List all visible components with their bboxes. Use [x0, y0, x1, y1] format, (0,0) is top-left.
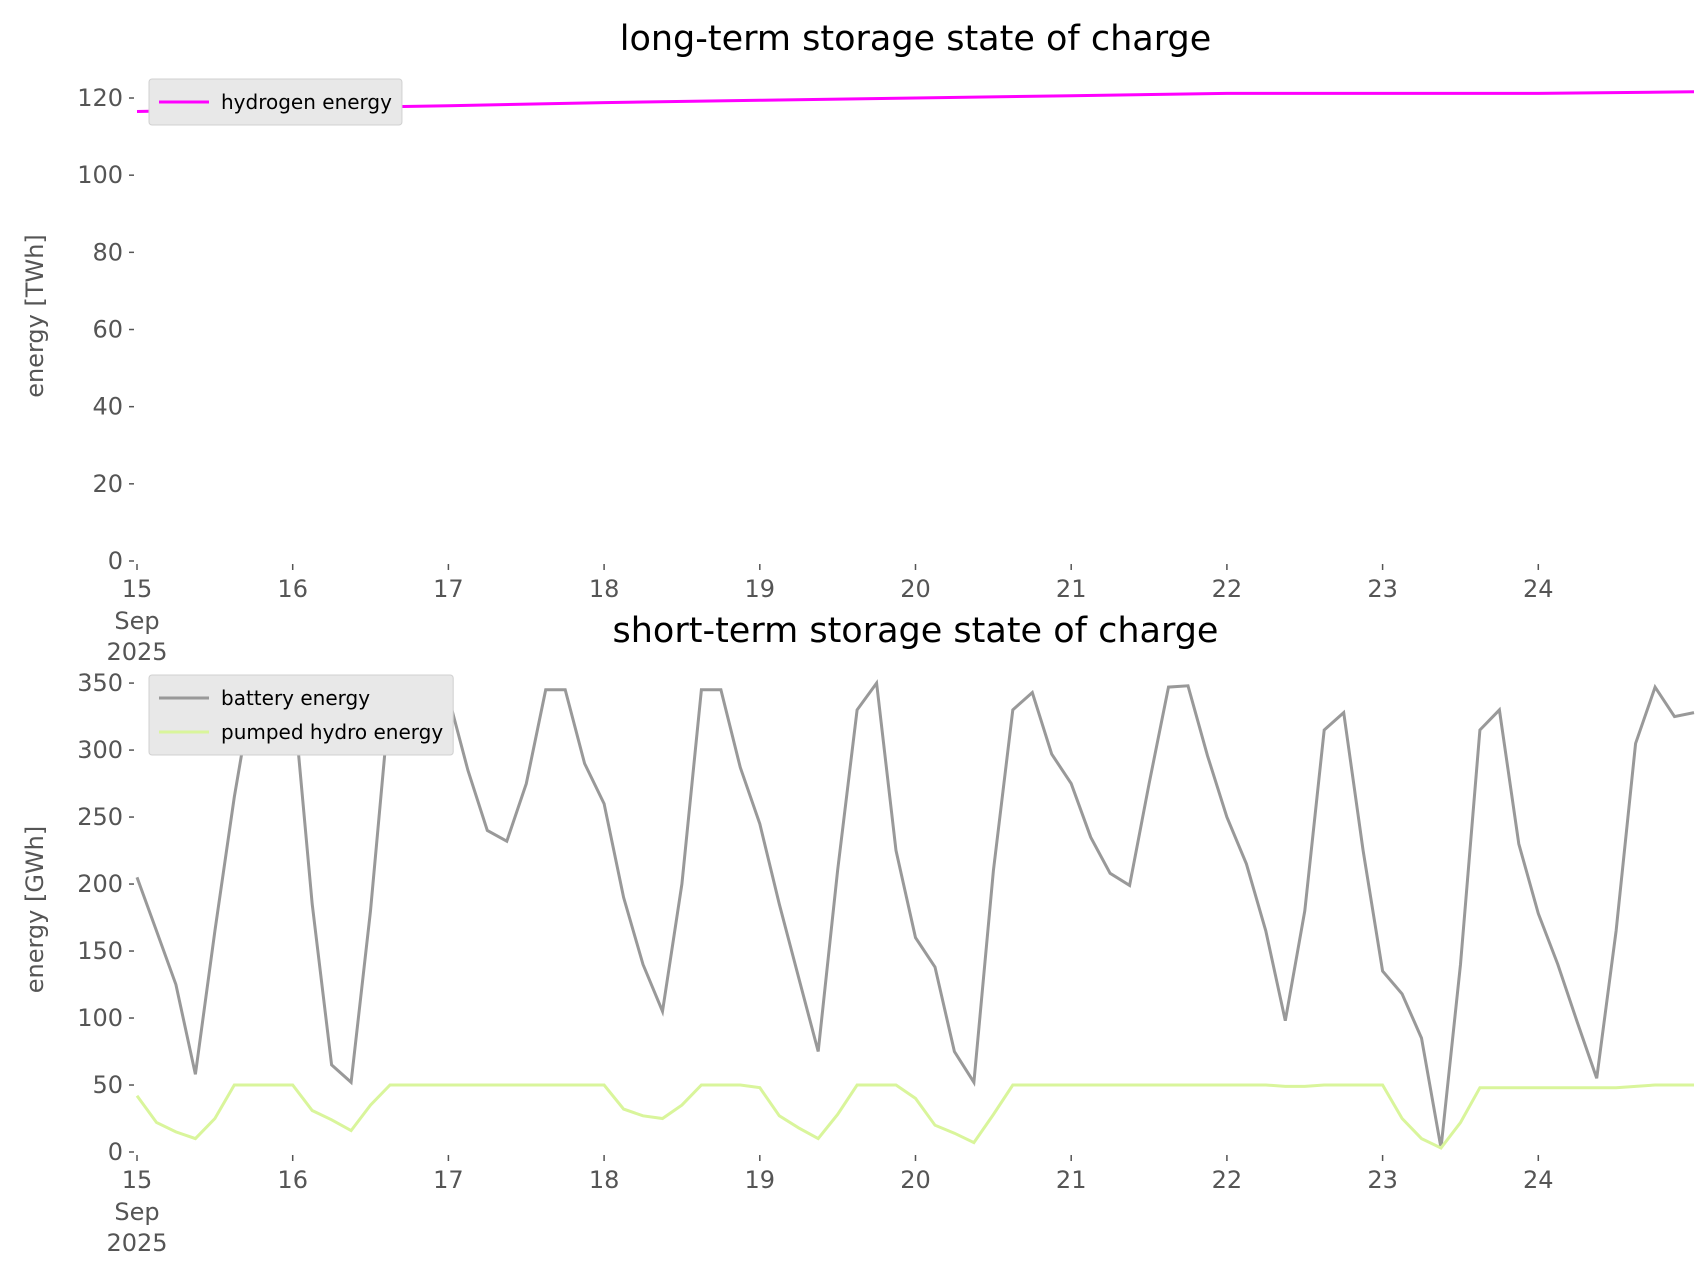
- y-tick-label: 120: [77, 84, 123, 112]
- chart-title: long-term storage state of charge: [620, 19, 1212, 59]
- y-axis-label: energy [GWh]: [21, 826, 49, 994]
- x-tick-label: 20: [900, 1166, 931, 1194]
- legend-label: pumped hydro energy: [221, 720, 443, 744]
- y-tick-label: 0: [108, 547, 123, 575]
- x-tick-label: 22: [1212, 1166, 1243, 1194]
- x-date-label: 2025: [106, 638, 167, 666]
- legend-box: [148, 78, 403, 126]
- x-tick-label: 21: [1056, 575, 1087, 603]
- y-tick-label: 100: [77, 1004, 123, 1032]
- y-tick-label: 300: [77, 736, 123, 764]
- y-tick-label: 100: [77, 161, 123, 189]
- x-tick-label: 19: [745, 1166, 776, 1194]
- x-tick-label: 18: [589, 1166, 620, 1194]
- x-date-label: Sep: [114, 607, 159, 635]
- y-tick-label: 150: [77, 937, 123, 965]
- series-line: [135, 1083, 1694, 1150]
- x-tick-label: 24: [1523, 575, 1554, 603]
- x-tick-label: 17: [433, 1166, 464, 1194]
- y-tick-label: 350: [77, 669, 123, 697]
- y-tick-label: 250: [77, 803, 123, 831]
- x-tick-label: 15: [122, 575, 153, 603]
- x-tick-label: 16: [277, 575, 308, 603]
- x-tick-label: 20: [900, 575, 931, 603]
- x-tick-label: 24: [1523, 1166, 1554, 1194]
- y-tick-label: 200: [77, 870, 123, 898]
- x-tick-label: 19: [745, 575, 776, 603]
- x-tick-label: 16: [277, 1166, 308, 1194]
- y-tick-label: 80: [92, 238, 123, 266]
- legend-label: battery energy: [221, 686, 370, 710]
- x-tick-label: 23: [1367, 1166, 1398, 1194]
- x-tick-label: 22: [1212, 575, 1243, 603]
- chart-title: short-term storage state of charge: [613, 611, 1219, 651]
- x-tick-label: 18: [589, 575, 620, 603]
- x-tick-label: 17: [433, 575, 464, 603]
- x-tick-label: 21: [1056, 1166, 1087, 1194]
- x-tick-label: 23: [1367, 575, 1398, 603]
- legend-box: [148, 674, 454, 756]
- x-date-label: 2025: [106, 1229, 167, 1257]
- y-axis-label: energy [TWh]: [21, 234, 49, 398]
- x-tick-label: 15: [122, 1166, 153, 1194]
- y-tick-label: 0: [108, 1138, 123, 1166]
- y-tick-label: 50: [92, 1071, 123, 1099]
- y-tick-label: 60: [92, 316, 123, 344]
- y-tick-label: 40: [92, 393, 123, 421]
- y-tick-label: 20: [92, 470, 123, 498]
- legend-label: hydrogen energy: [221, 90, 392, 114]
- x-date-label: Sep: [114, 1198, 159, 1226]
